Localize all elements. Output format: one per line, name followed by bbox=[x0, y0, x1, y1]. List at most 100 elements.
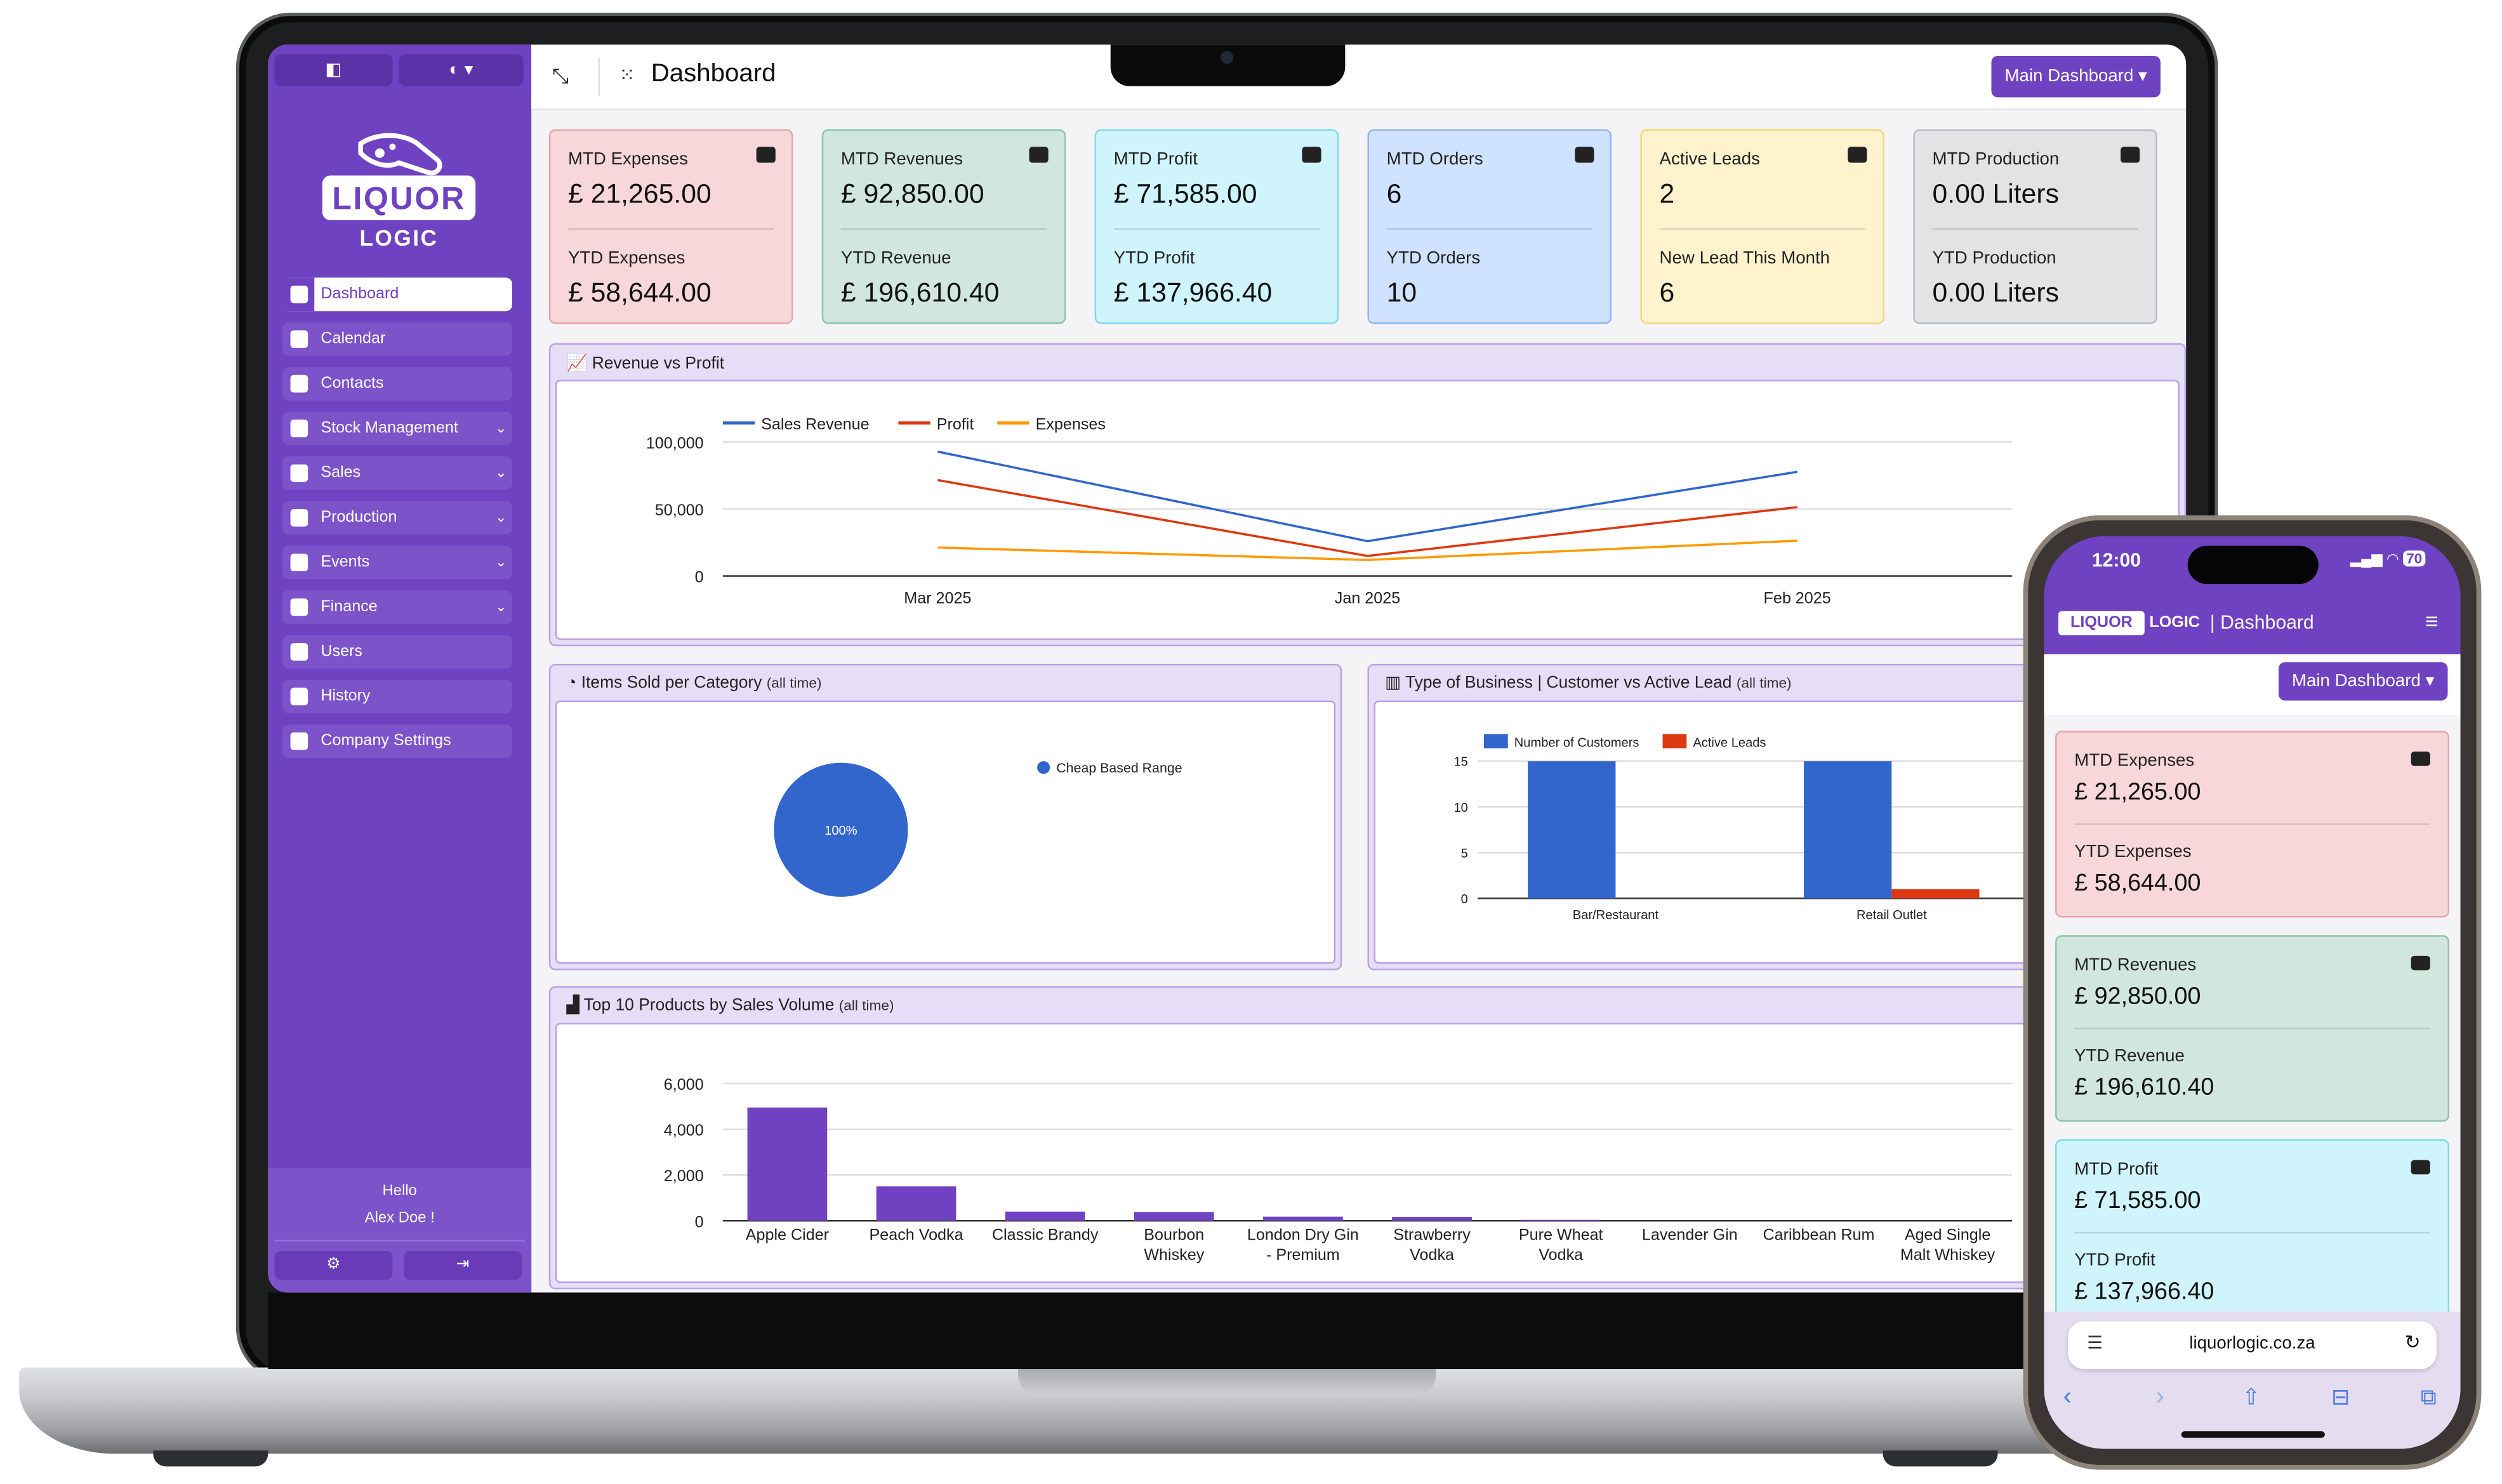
y-tick-label: 6,000 bbox=[664, 1076, 704, 1094]
line-chart-icon bbox=[2411, 1160, 2430, 1175]
forward-icon[interactable]: › bbox=[2155, 1383, 2164, 1411]
sidebar-item-history[interactable]: History bbox=[282, 679, 512, 713]
legend-label: Number of Customers bbox=[1514, 736, 1639, 750]
sidebar-item-stock-management[interactable]: Stock Management ⌄ bbox=[282, 411, 512, 446]
sidebar-item-finance[interactable]: Finance ⌄ bbox=[282, 590, 512, 624]
y-tick-label: 15 bbox=[1454, 755, 1468, 769]
phone-logo-word2: LOGIC bbox=[2149, 614, 2200, 632]
revenue-vs-profit-panel: 📈 Revenue vs Profit 0 50,000 100,000 Mar 20… bbox=[548, 343, 2187, 647]
users-icon bbox=[282, 635, 314, 669]
battery-level: 70 bbox=[2403, 550, 2426, 567]
handshake-icon bbox=[1848, 147, 1867, 163]
logout-button[interactable]: ⇥ bbox=[404, 1250, 522, 1280]
kpi-card-expenses: MTD Expenses £ 21,265.00 YTD Expenses £ 58,… bbox=[548, 129, 793, 324]
toggle-sidebar-button[interactable]: ◧ bbox=[274, 54, 393, 86]
x-tick-label: Vodka bbox=[1410, 1246, 1454, 1264]
y-tick-label: 5 bbox=[1461, 847, 1468, 861]
main-dashboard-dropdown[interactable]: Main Dashboard ▾ bbox=[1991, 55, 2161, 98]
back-icon[interactable]: ‹ bbox=[2063, 1383, 2072, 1411]
megaphone-icon bbox=[282, 546, 314, 580]
y-tick-label: 0 bbox=[695, 569, 704, 586]
legend-label: Sales Revenue bbox=[761, 415, 869, 433]
sidebar-item-calendar[interactable]: Calendar bbox=[282, 322, 512, 356]
safari-toolbar: ☰ liquorlogic.co.za ↻ ‹ › ⇧ ⊟ ⧉ bbox=[2044, 1311, 2461, 1449]
chevron-down-icon: ⌄ bbox=[494, 553, 507, 570]
gear-icon: ⚙ bbox=[326, 1255, 341, 1274]
money-bag-icon bbox=[1029, 147, 1049, 163]
kpi-mtd-label: MTD Expenses bbox=[567, 150, 689, 169]
sidebar-item-company-settings[interactable]: Company Settings bbox=[282, 724, 512, 759]
user-name: Alex Doe ! bbox=[364, 1209, 435, 1228]
laptop-chin bbox=[268, 1292, 2187, 1370]
bookmarks-icon[interactable]: ⊟ bbox=[2331, 1383, 2350, 1409]
sidebar-item-dashboard[interactable]: Dashboard bbox=[282, 277, 512, 312]
x-tick-label: Vodka bbox=[1539, 1246, 1583, 1264]
kpi-ytd-label: YTD Profit bbox=[1113, 249, 1195, 268]
reload-icon[interactable]: ↻ bbox=[2404, 1330, 2421, 1353]
sidebar: ◧ ◐ ▾ LIQUOR LOGIC Dashboard Calendar Cont… bbox=[268, 44, 532, 1293]
sidebar-item-users[interactable]: Users bbox=[282, 635, 512, 669]
kpi-ytd-label: YTD Profit bbox=[2074, 1250, 2155, 1271]
chevron-down-icon: ⌄ bbox=[494, 508, 507, 526]
status-icons: ▂▄▆ ◠ 70 bbox=[2350, 550, 2426, 568]
phone-main-dashboard-dropdown[interactable]: Main Dashboard ▾ bbox=[2278, 662, 2448, 701]
phone-page-title: | Dashboard bbox=[2209, 611, 2314, 634]
tabs-icon[interactable]: ⧉ bbox=[2420, 1383, 2437, 1409]
kpi-mtd-label: MTD Production bbox=[1932, 150, 2060, 169]
phone-header: LIQUOR LOGIC | Dashboard ≡ bbox=[2044, 590, 2461, 654]
hamburger-menu-icon[interactable]: ≡ bbox=[2425, 607, 2439, 634]
page-title: Dashboard bbox=[651, 60, 776, 88]
bar-3 bbox=[1134, 1212, 1214, 1221]
kpi-card-profit: MTD Profit £ 71,585.00 YTD Profit £ 137,966… bbox=[1094, 129, 1339, 324]
x-tick-label: Malt Whiskey bbox=[1900, 1246, 1996, 1264]
x-tick-label: Peach Vodka bbox=[869, 1226, 963, 1243]
kpi-ytd-value: 10 bbox=[1386, 277, 1417, 308]
laptop-foot-right bbox=[1883, 1450, 1998, 1467]
sidebar-item-label: Production bbox=[321, 508, 397, 527]
kpi-mtd-value: 6 bbox=[1386, 178, 1402, 209]
kpi-mtd-label: MTD Profit bbox=[2074, 1160, 2159, 1179]
greeting-text: Hello bbox=[382, 1182, 417, 1200]
pie-slice bbox=[774, 762, 908, 897]
kpi-ytd-value: £ 196,610.40 bbox=[2074, 1073, 2214, 1101]
y-tick-label: 0 bbox=[1461, 892, 1468, 906]
kpi-ytd-label: YTD Production bbox=[1932, 249, 2056, 268]
sidebar-item-sales[interactable]: Sales ⌄ bbox=[282, 456, 512, 490]
bar-2 bbox=[1005, 1211, 1085, 1221]
fullscreen-icon[interactable]: ⤡ bbox=[552, 63, 569, 88]
reader-icon[interactable]: ☰ bbox=[2087, 1334, 2103, 1353]
kpi-ytd-label: YTD Orders bbox=[1386, 249, 1481, 268]
share-icon[interactable]: ⇧ bbox=[2242, 1383, 2261, 1409]
sidebar-item-events[interactable]: Events ⌄ bbox=[282, 545, 512, 580]
sidebar-item-production[interactable]: Production ⌄ bbox=[282, 501, 512, 535]
legend-swatch bbox=[1662, 734, 1687, 749]
sidebar-item-label: Stock Management bbox=[321, 420, 458, 437]
phone-kpi-card-revenues: MTD Revenues £ 92,850.00 YTD Revenue £ 196,… bbox=[2055, 935, 2449, 1122]
bar-1-1 bbox=[1891, 889, 1980, 899]
legend-label: Expenses bbox=[1036, 415, 1106, 433]
kpi-mtd-value: £ 92,850.00 bbox=[840, 178, 984, 209]
sidebar-item-label: Calendar bbox=[321, 330, 386, 348]
kpi-ytd-value: 0.00 Liters bbox=[1932, 277, 2060, 308]
pie-chart-icon: ◔ bbox=[566, 673, 577, 693]
phone-screen: 12:00 ▂▄▆ ◠ 70 LIQUOR LOGIC | Dashboard … bbox=[2044, 536, 2461, 1449]
business-type-note: (all time) bbox=[1736, 675, 1792, 691]
x-tick-label: Caribbean Rum bbox=[1763, 1226, 1874, 1243]
kpi-ytd-value: 6 bbox=[1659, 277, 1675, 308]
cart-icon bbox=[1575, 147, 1594, 163]
kpi-ytd-label: YTD Revenue bbox=[2074, 1047, 2185, 1066]
bar-5 bbox=[1392, 1217, 1472, 1221]
settings-button[interactable]: ⚙ bbox=[274, 1250, 393, 1280]
sidebar-item-contacts[interactable]: Contacts bbox=[282, 367, 512, 401]
series-line-0 bbox=[937, 450, 1797, 543]
bar-0 bbox=[747, 1107, 828, 1221]
theme-toggle-button[interactable]: ◐ ▾ bbox=[399, 54, 524, 86]
kpi-card-leads: Active Leads 2 New Lead This Month 6 bbox=[1640, 129, 1885, 324]
url-bar[interactable]: ☰ liquorlogic.co.za ↻ bbox=[2068, 1321, 2437, 1370]
camera-lens bbox=[1221, 51, 1234, 64]
x-tick-label: Lavender Gin bbox=[1642, 1226, 1738, 1243]
x-tick-label: Retail Outlet bbox=[1857, 908, 1927, 922]
kpi-ytd-value: £ 58,644.00 bbox=[2074, 870, 2201, 897]
credit-card-icon bbox=[756, 147, 776, 163]
x-tick-label: Bar/Restaurant bbox=[1573, 908, 1659, 922]
